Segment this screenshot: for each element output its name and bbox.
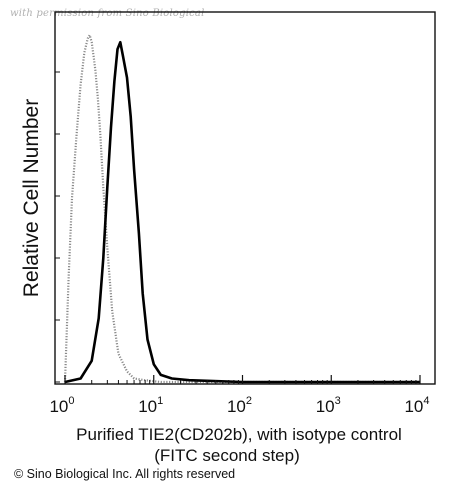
x-axis-label-line-2: (FITC second step) [154,446,300,465]
x-tick-label-0: 100 [49,395,74,416]
plot-frame [54,11,436,385]
x-axis-label-line-1: Purified TIE2(CD202b), with isotype cont… [76,425,402,444]
isotype-control-curve [63,34,420,384]
series-layer [63,34,420,384]
x-tick-label-3: 103 [316,395,341,416]
y-axis-label: Relative Cell Number [20,99,43,297]
x-tick-label-1: 101 [138,395,163,416]
copyright-text: © Sino Biological Inc. All rights reserv… [14,467,236,481]
x-tick-label-4: 104 [404,395,429,416]
tie2-stained-curve [64,40,420,384]
x-tick-label-2: 102 [227,395,252,416]
watermark-text: with permission from Sino Biological [10,8,205,19]
ticks-layer: 100 101 102 103 104 [49,71,430,416]
